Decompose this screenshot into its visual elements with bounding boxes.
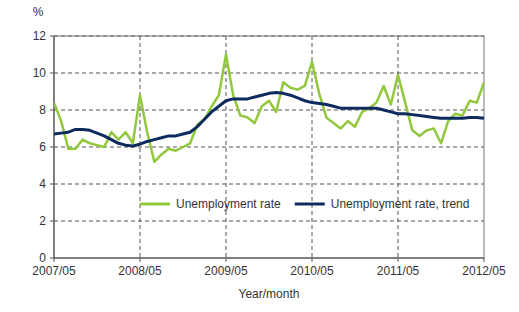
legend: Unemployment rate Unemployment rate, tren… <box>140 197 469 211</box>
x-tick <box>54 258 55 262</box>
y-tick <box>50 73 54 74</box>
x-tick-label: 2008/05 <box>118 264 162 278</box>
x-tick <box>312 258 313 262</box>
y-tick <box>50 36 54 37</box>
grid-line-x <box>398 36 399 258</box>
plot-area <box>54 55 484 162</box>
y-tick-label: 8 <box>39 103 46 117</box>
y-tick <box>50 147 54 148</box>
x-axis <box>54 258 484 259</box>
x-tick-label: 2012/05 <box>462 264 506 278</box>
grid-line <box>54 221 484 222</box>
x-tick <box>140 258 141 262</box>
x-tick <box>226 258 227 262</box>
y-axis-label: % <box>33 5 44 19</box>
x-tick-label: 2010/05 <box>290 264 334 278</box>
chart: 0 2 4 6 8 10 12 2007/05 2008/05 2009/05 2010/05 201… <box>0 0 519 312</box>
y-tick <box>50 184 54 185</box>
y-tick-label: 4 <box>39 177 46 191</box>
grid-line-x <box>312 36 313 258</box>
x-tick <box>398 258 399 262</box>
y-axis <box>54 36 55 258</box>
legend-label: Unemployment rate <box>176 197 281 211</box>
y-tick <box>50 221 54 222</box>
y-tick-label: 0 <box>39 251 46 265</box>
x-tick-label: 2011/05 <box>377 264 420 278</box>
y-tick-label: 6 <box>39 140 46 154</box>
y-tick-label: 2 <box>39 214 46 228</box>
grid-line-x <box>140 36 141 258</box>
x-axis-label: Year/month <box>239 287 300 301</box>
grid-line <box>54 73 484 74</box>
y-tick <box>50 110 54 111</box>
legend-label: Unemployment rate, trend <box>331 197 470 211</box>
legend-swatch <box>140 203 170 206</box>
grid-line-x <box>226 36 227 258</box>
x-tick-label: 2007/05 <box>32 264 76 278</box>
series-line <box>54 55 484 162</box>
grid-line <box>54 147 484 148</box>
plot-frame <box>54 36 484 258</box>
x-tick-label: 2009/05 <box>204 264 248 278</box>
y-tick-label: 12 <box>33 29 47 43</box>
grid-line <box>54 110 484 111</box>
grid-line <box>54 184 484 185</box>
x-tick <box>484 258 485 262</box>
y-tick <box>50 258 54 259</box>
y-tick-label: 10 <box>33 66 47 80</box>
legend-swatch <box>295 203 325 206</box>
series-line <box>54 92 484 146</box>
